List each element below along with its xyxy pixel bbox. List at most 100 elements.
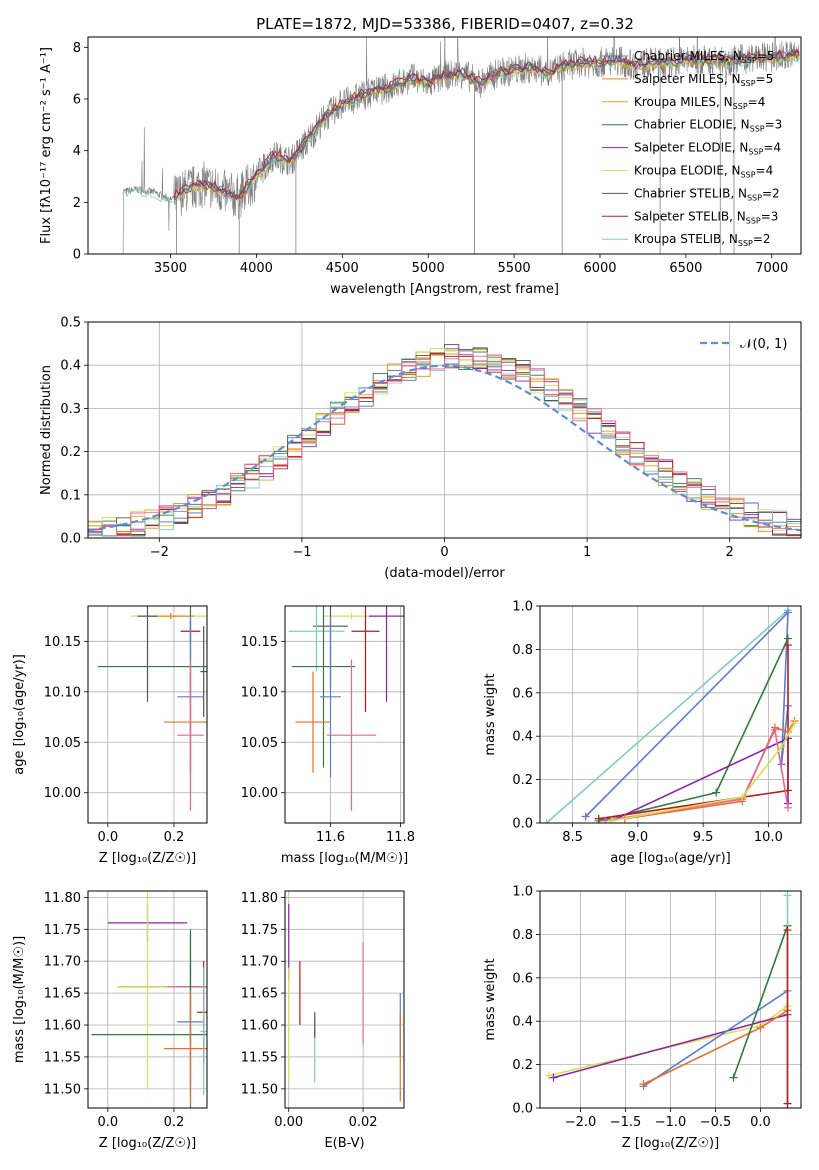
y-tick-label: 0.8 <box>512 643 533 658</box>
y-tick-label: 10.00 <box>241 786 278 801</box>
x-tick-label: −1.0 <box>655 1115 687 1130</box>
plus-marker <box>549 1073 558 1082</box>
mass_vs_Z-xlabel: Z [log₁₀(Z/Z☉)] <box>99 1136 196 1151</box>
y-tick-label: 11.60 <box>44 1019 81 1034</box>
plus-marker <box>783 803 792 812</box>
x-tick-label: 0.0 <box>97 830 118 845</box>
x-tick-label: −1.5 <box>610 1115 642 1130</box>
x-tick-label: 1 <box>583 545 591 560</box>
spectrum-xlabel: wavelength [Angstrom, rest frame] <box>330 282 559 297</box>
x-tick-label: 8.5 <box>562 830 583 845</box>
legend-entry: Salpeter ELODIE, NSSP=4 <box>634 141 781 157</box>
age_vs_Z-frame <box>87 605 208 824</box>
model-spectrum-line <box>173 50 800 200</box>
y-tick-label: 11.65 <box>241 987 278 1002</box>
x-tick-label: 5500 <box>498 261 531 276</box>
mass_vs_Z-panel: 0.0 0.2 11.50 11.55 11.60 11.65 11.70 11.75 11.8… <box>12 890 208 1151</box>
age_vs_Z-plot-area <box>88 606 207 823</box>
y-tick-label: 0 <box>73 248 81 263</box>
spectrum-frame <box>87 36 802 255</box>
residuals-xlabel: (data-model)/error <box>384 566 505 581</box>
model-spectrum-line <box>173 48 800 200</box>
errorbar-point <box>327 659 376 811</box>
x-tick-label: 6500 <box>669 261 702 276</box>
plus-marker <box>783 891 792 900</box>
y-tick-label: 10.10 <box>44 685 81 700</box>
age_vs_mass-panel: 11.6 11.8 10.00 10.05 10.10 10.15 mass [log₁₀(… <box>241 605 415 866</box>
model-spectrum-line <box>173 48 800 199</box>
x-tick-label: 0.2 <box>164 1115 185 1130</box>
mass-weight-line <box>553 1013 788 1079</box>
plus-marker <box>594 814 603 823</box>
x-tick-label: −0.5 <box>700 1115 732 1130</box>
x-tick-label: 9.5 <box>693 830 714 845</box>
massweight_vs_Z-plot-area <box>540 891 801 1108</box>
plus-marker <box>783 1099 792 1108</box>
mass-weight-line <box>732 925 789 1078</box>
y-tick-label: 0.4 <box>512 730 533 745</box>
errorbar-point <box>351 606 380 712</box>
mass-weight-line <box>643 990 788 1087</box>
x-tick-label: 0.2 <box>164 830 185 845</box>
y-tick-label: 10.05 <box>44 736 81 751</box>
x-tick-label: 10.0 <box>754 830 783 845</box>
massweight_vs_Z-ylabel: mass weight <box>483 958 498 1040</box>
y-tick-label: 6 <box>73 93 81 108</box>
y-tick-label: 11.55 <box>44 1050 81 1065</box>
y-tick-label: 1.0 <box>512 600 533 615</box>
mass_vs_ebv-xlabel: E(B-V) <box>324 1136 364 1151</box>
plus-marker <box>712 788 721 797</box>
residuals-plot-area <box>88 322 801 538</box>
y-tick-label: 11.80 <box>44 891 81 906</box>
legend-entry: Chabrier MILES, NSSP=5 <box>634 49 774 65</box>
legend-entry: Salpeter STELIB, NSSP=3 <box>634 209 778 225</box>
errorbar-point <box>200 626 207 718</box>
y-tick-label: 0.4 <box>512 1015 533 1030</box>
y-tick-label: 0.0 <box>512 817 533 832</box>
mass_vs_ebv-frame <box>284 890 405 1109</box>
y-tick-label: 0.0 <box>512 1102 533 1117</box>
mass-weight-line <box>605 727 789 822</box>
mass_vs_Z-frame <box>87 890 208 1109</box>
x-tick-label: −1 <box>292 545 311 560</box>
plus-marker <box>783 641 792 650</box>
y-tick-label: 0.1 <box>60 488 81 503</box>
y-tick-label: 0.6 <box>512 686 533 701</box>
y-tick-label: 11.70 <box>44 955 81 970</box>
age_vs_Z-panel: 0.0 0.2 10.00 10.05 10.10 10.15 Z [log₁₀(Z/Z☉)… <box>12 605 208 866</box>
errorbar-point <box>164 991 207 1107</box>
y-tick-label: 11.80 <box>241 891 278 906</box>
x-tick-label: 11.6 <box>316 830 345 845</box>
plus-marker <box>607 816 616 823</box>
x-tick-label: 6000 <box>583 261 616 276</box>
spectrum-legend: Chabrier MILES, NSSP=5 Salpeter MILES, NS… <box>602 49 782 248</box>
x-tick-label: 0.00 <box>274 1115 303 1130</box>
x-tick-label: 9.0 <box>628 830 649 845</box>
mass_vs_Z-plot-area <box>88 891 207 1108</box>
y-tick-label: 0.5 <box>60 316 81 331</box>
plus-marker <box>770 725 779 734</box>
massweight_vs_age-frame <box>539 605 802 824</box>
mass-weight-line <box>545 609 789 823</box>
spectrum-panel: 3500 4000 4500 5000 5500 6000 6500 7000 0 2 4 6 8 wav… <box>39 36 802 297</box>
errorbar-point <box>295 671 331 773</box>
age_vs_Z-xlabel: Z [log₁₀(Z/Z☉)] <box>99 851 196 866</box>
legend-entry: Kroupa STELIB, NSSP=2 <box>634 232 771 248</box>
x-tick-label: −2.0 <box>565 1115 597 1130</box>
massweight_vs_age-xlabel: age [log₁₀(age/yr)] <box>610 851 731 866</box>
x-tick-label: 11.8 <box>386 830 415 845</box>
x-tick-label: 7000 <box>755 261 788 276</box>
y-tick-label: 10.10 <box>241 685 278 700</box>
x-tick-label: 0.0 <box>750 1115 771 1130</box>
plus-marker <box>581 812 590 821</box>
y-tick-label: 11.65 <box>44 987 81 1002</box>
y-tick-label: 11.55 <box>241 1050 278 1065</box>
y-tick-label: 11.60 <box>241 1019 278 1034</box>
errorbar-point <box>288 606 345 672</box>
mass-weight-line <box>585 610 789 818</box>
errorbar-point <box>292 606 355 768</box>
mass-weight-line <box>598 638 789 822</box>
plus-marker <box>639 1080 648 1089</box>
age_vs_mass-xlabel: mass [log₁₀(M/M☉)] <box>281 851 408 866</box>
y-tick-label: 11.50 <box>44 1082 81 1097</box>
